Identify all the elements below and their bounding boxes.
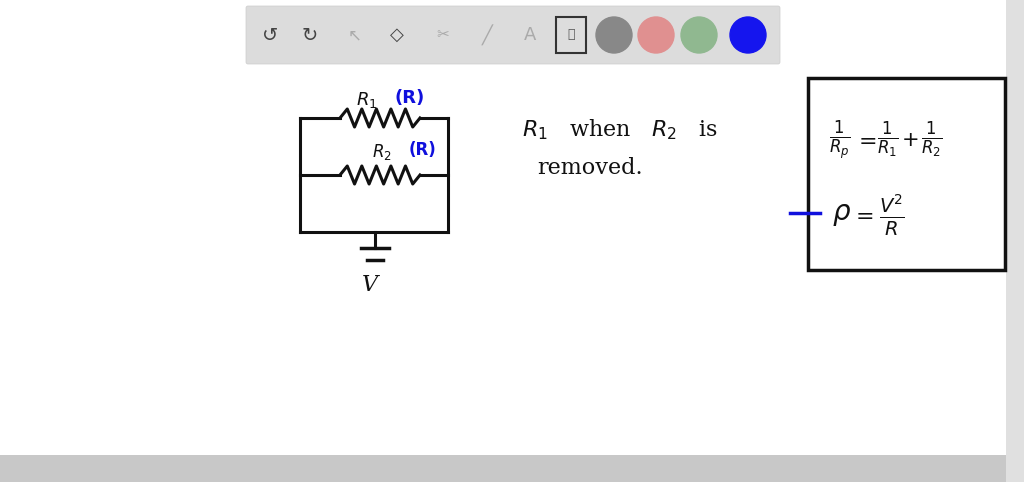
Text: ╱: ╱ (481, 25, 493, 45)
Text: $R_1$: $R_1$ (356, 90, 378, 110)
Text: ✂: ✂ (436, 27, 450, 42)
Circle shape (596, 17, 632, 53)
FancyBboxPatch shape (246, 6, 780, 64)
Text: $\frac{1}{R_1}$: $\frac{1}{R_1}$ (878, 120, 899, 160)
Text: ↻: ↻ (302, 26, 318, 44)
Text: V: V (361, 274, 378, 296)
Text: A: A (524, 26, 537, 44)
Text: ↺: ↺ (262, 26, 279, 44)
Bar (0, 455, 1024, 482)
FancyBboxPatch shape (556, 17, 586, 53)
Text: $R_1$   when   $R_2$   is: $R_1$ when $R_2$ is (522, 118, 718, 142)
Bar (808, 78, 1005, 270)
Text: (R): (R) (395, 89, 425, 107)
Text: $\frac{1}{R_2}$: $\frac{1}{R_2}$ (922, 120, 943, 160)
Circle shape (681, 17, 717, 53)
Text: $+$: $+$ (901, 130, 919, 150)
Text: $=$: $=$ (854, 130, 877, 150)
Text: $\rho$: $\rho$ (833, 201, 852, 228)
Text: removed.: removed. (538, 157, 643, 179)
Text: ↖: ↖ (348, 26, 361, 44)
Text: $=$: $=$ (851, 205, 873, 225)
Text: (R): (R) (409, 141, 436, 159)
Text: $R_2$: $R_2$ (372, 142, 392, 162)
Circle shape (730, 17, 766, 53)
Text: ⛰: ⛰ (567, 28, 574, 41)
Text: $\frac{1}{R_p}$: $\frac{1}{R_p}$ (829, 118, 851, 162)
Text: ◇: ◇ (390, 26, 403, 44)
Bar (1006, 0, 1024, 482)
Text: $\frac{V^2}{R}$: $\frac{V^2}{R}$ (879, 192, 905, 238)
Circle shape (638, 17, 674, 53)
